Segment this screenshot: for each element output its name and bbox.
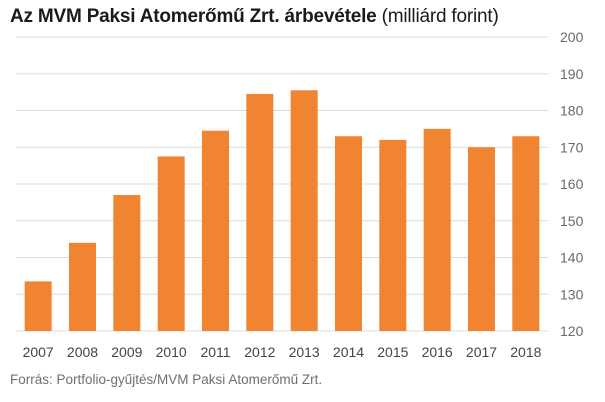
x-tick-label: 2008 bbox=[67, 344, 98, 360]
bar-2015 bbox=[379, 139, 407, 331]
y-tick-label: 120 bbox=[560, 323, 584, 339]
bar-2008 bbox=[69, 242, 96, 331]
bar-2017 bbox=[468, 147, 495, 331]
y-tick-label: 180 bbox=[560, 103, 584, 119]
y-tick-label: 130 bbox=[560, 286, 584, 302]
y-tick-label: 160 bbox=[560, 176, 584, 192]
bar-2018 bbox=[512, 136, 540, 331]
y-tick-label: 200 bbox=[560, 29, 584, 45]
x-tick-label: 2007 bbox=[23, 344, 54, 360]
bar-2010 bbox=[157, 156, 185, 331]
bar-2007 bbox=[24, 281, 52, 331]
chart-title-main: Az MVM Paksi Atomerőmű Zrt. árbevétele bbox=[10, 6, 377, 27]
bar-2013 bbox=[290, 90, 318, 331]
source-note: Forrás: Portfolio-gyűjtés/MVM Paksi Atom… bbox=[10, 372, 323, 387]
y-tick-label: 140 bbox=[560, 250, 584, 266]
y-tick-label: 150 bbox=[560, 213, 584, 229]
x-tick-label: 2009 bbox=[111, 344, 142, 360]
x-tick-label: 2011 bbox=[200, 344, 230, 360]
x-tick-label: 2018 bbox=[510, 344, 541, 360]
bar-2009 bbox=[113, 195, 141, 331]
chart-title-unit: (milliárd forint) bbox=[381, 6, 499, 27]
x-tick-label: 2015 bbox=[377, 344, 408, 360]
x-tick-label: 2010 bbox=[156, 344, 187, 360]
y-tick-label: 170 bbox=[560, 139, 584, 155]
bar-2012 bbox=[246, 93, 274, 332]
x-tick-label: 2012 bbox=[244, 344, 275, 360]
bar-2011 bbox=[202, 130, 229, 331]
x-tick-label: 2017 bbox=[466, 344, 497, 360]
x-tick-label: 2013 bbox=[289, 344, 320, 360]
chart-title: Az MVM Paksi Atomerőmű Zrt. árbevétele (… bbox=[10, 6, 499, 28]
x-tick-label: 2014 bbox=[333, 344, 364, 360]
y-tick-label: 190 bbox=[560, 66, 584, 82]
x-tick-label: 2016 bbox=[422, 344, 453, 360]
bar-2016 bbox=[423, 128, 451, 331]
bar-2014 bbox=[335, 136, 362, 331]
